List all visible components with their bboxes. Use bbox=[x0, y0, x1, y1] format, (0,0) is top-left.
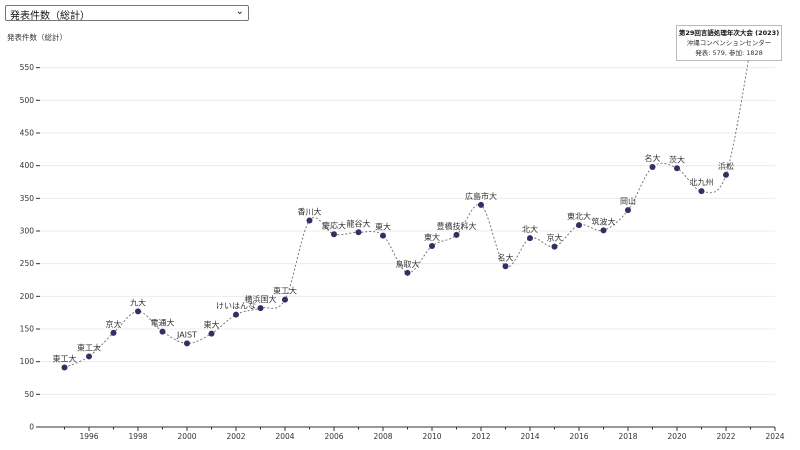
tooltip-venue: 沖縄コンベンションセンター bbox=[686, 39, 772, 47]
y-tick-label: 50 bbox=[24, 390, 34, 399]
point-label: 岡山 bbox=[620, 196, 636, 206]
y-tick-label: 150 bbox=[20, 325, 35, 334]
data-point[interactable] bbox=[135, 308, 141, 315]
point-label: 京大 bbox=[106, 319, 122, 329]
metric-select[interactable]: 発表件数（総計） ⌄ bbox=[5, 5, 249, 22]
data-point[interactable] bbox=[551, 243, 558, 250]
point-label: けいはんな bbox=[216, 302, 256, 311]
data-point[interactable] bbox=[527, 235, 533, 242]
x-tick-label: 2018 bbox=[618, 432, 637, 441]
point-label: 名大 bbox=[498, 252, 514, 262]
data-point[interactable] bbox=[429, 243, 435, 250]
y-tick-label: 300 bbox=[20, 227, 35, 236]
point-label: 京大 bbox=[547, 233, 563, 243]
point-label: 豊橋技科大 bbox=[437, 221, 477, 231]
y-tick-label: 250 bbox=[20, 259, 35, 268]
x-tick-label: 2020 bbox=[667, 432, 686, 441]
point-label: 東大 bbox=[424, 232, 440, 242]
point-label: 香川大 bbox=[298, 207, 322, 217]
point-label: 東工大 bbox=[77, 342, 101, 352]
data-point[interactable] bbox=[208, 330, 215, 337]
tooltip-title: 第29回言語処理年次大会 (2023) bbox=[678, 29, 780, 37]
y-tick-label: 550 bbox=[20, 63, 35, 72]
x-tick-label: 2012 bbox=[471, 432, 490, 441]
point-label: 横浜国大 bbox=[245, 294, 277, 304]
data-point[interactable] bbox=[282, 296, 288, 303]
x-tick-label: 2004 bbox=[275, 432, 294, 441]
grid bbox=[40, 67, 775, 395]
point-label: 九大 bbox=[130, 297, 146, 307]
data-point[interactable] bbox=[331, 231, 337, 238]
data-point[interactable] bbox=[380, 232, 386, 239]
data-point[interactable] bbox=[649, 163, 656, 170]
y-tick-label: 0 bbox=[29, 423, 34, 432]
point-label: 名大 bbox=[645, 153, 661, 163]
data-point[interactable] bbox=[86, 353, 92, 360]
data-point[interactable] bbox=[233, 311, 239, 318]
x-tick-label: 2000 bbox=[177, 432, 196, 441]
point-label: 鳥取大 bbox=[396, 259, 420, 269]
y-tick-label: 500 bbox=[20, 96, 35, 105]
point-label: 筑波大 bbox=[592, 216, 616, 226]
data-point[interactable] bbox=[257, 305, 264, 312]
data-point[interactable] bbox=[61, 364, 68, 371]
point-label: 広島市大 bbox=[465, 191, 497, 201]
data-point[interactable] bbox=[576, 222, 582, 229]
x-tick-label: 2014 bbox=[520, 432, 539, 441]
x-tick-label: 2006 bbox=[324, 432, 343, 441]
y-tick-label: 400 bbox=[20, 161, 35, 170]
point-label: 北九州 bbox=[690, 178, 714, 187]
y-tick-label: 450 bbox=[20, 129, 35, 138]
x-tick-label: 1996 bbox=[79, 432, 98, 441]
x-tick-label: 2024 bbox=[765, 432, 784, 441]
x-tick-label: 2010 bbox=[422, 432, 441, 441]
data-point[interactable] bbox=[674, 165, 680, 172]
data-point[interactable] bbox=[478, 201, 484, 208]
data-point[interactable] bbox=[306, 217, 313, 224]
data-point[interactable] bbox=[625, 207, 631, 214]
x-tick-label: 2002 bbox=[226, 432, 245, 441]
data-point[interactable] bbox=[723, 171, 729, 178]
x-tick-label: 2016 bbox=[569, 432, 588, 441]
y-tick-label: 100 bbox=[20, 357, 35, 366]
metric-select-value: 発表件数（総計） bbox=[10, 11, 90, 22]
point-label: 北大 bbox=[522, 224, 538, 234]
point-label: 慶応大 bbox=[322, 220, 346, 230]
y-tick-label: 200 bbox=[20, 292, 35, 301]
axes: 0 50 100 150 200 250 300 350 400 450 500 550 1996 199… bbox=[20, 63, 785, 441]
point-label: 東工大 bbox=[273, 286, 297, 296]
y-axis-label: 発表件数（総計） bbox=[7, 32, 67, 42]
data-point[interactable] bbox=[355, 229, 362, 236]
point-label: 東北大 bbox=[567, 211, 591, 221]
data-point[interactable] bbox=[159, 328, 166, 335]
data-point[interactable] bbox=[184, 340, 190, 347]
data-point[interactable] bbox=[110, 329, 117, 336]
tooltip: 第29回言語処理年次大会 (2023) 沖縄コンベンションセンター 発表: 57… bbox=[676, 25, 782, 61]
data-points bbox=[61, 43, 756, 371]
point-label: 東大 bbox=[204, 320, 220, 330]
point-label: 茨大 bbox=[669, 154, 685, 164]
data-point[interactable] bbox=[453, 231, 460, 238]
data-point[interactable] bbox=[600, 227, 607, 234]
point-label: 電通大 bbox=[151, 318, 175, 328]
data-point[interactable] bbox=[698, 188, 705, 195]
point-label: 東工大 bbox=[53, 354, 77, 364]
x-tick-label: 1998 bbox=[128, 432, 147, 441]
point-label: 龍谷大 bbox=[347, 218, 371, 228]
point-label: JAIST bbox=[176, 330, 197, 339]
x-tick-label: 2022 bbox=[716, 432, 735, 441]
tooltip-stats: 発表: 579, 参加: 1828 bbox=[695, 49, 763, 57]
chevron-down-icon: ⌄ bbox=[235, 6, 244, 17]
data-point[interactable] bbox=[404, 269, 411, 276]
point-label: 浜松 bbox=[718, 161, 734, 171]
y-tick-label: 350 bbox=[20, 194, 35, 203]
data-point[interactable] bbox=[502, 263, 509, 270]
x-tick-label: 2008 bbox=[373, 432, 392, 441]
point-label: 東大 bbox=[375, 222, 391, 232]
